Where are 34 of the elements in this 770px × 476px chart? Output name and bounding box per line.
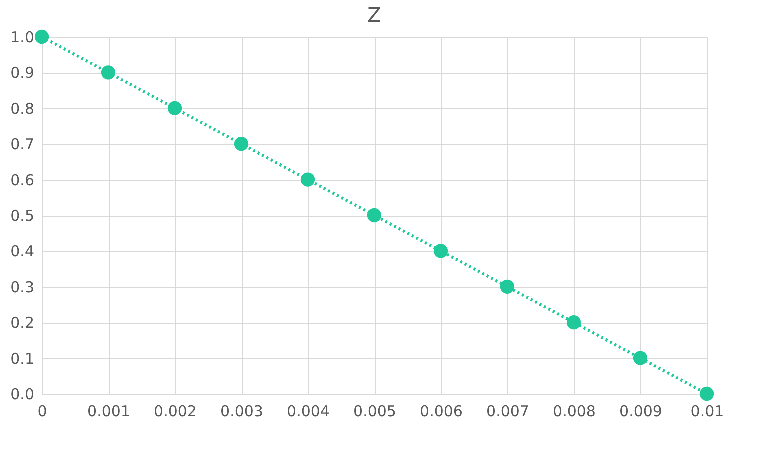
chart-title: Z (368, 2, 382, 27)
y-tick-label: 0.2 (10, 314, 34, 332)
y-tick-label: 0.6 (10, 171, 34, 190)
point (500, 280, 515, 294)
y-tick-label: 0.4 (10, 242, 34, 261)
y-tick-label: 1.0 (10, 28, 34, 46)
y-tick-label: 0.8 (10, 100, 34, 118)
point (101, 66, 116, 80)
point (168, 101, 182, 116)
x-tick-label: 0.01 (690, 402, 724, 420)
x-tick-label: 0.009 (620, 402, 662, 420)
y-tick-label: 0.5 (10, 207, 34, 225)
x-tick-label: 0.003 (220, 402, 264, 420)
x-tick-label: 0.008 (553, 402, 596, 420)
point (367, 208, 382, 223)
y-tick-label: 0.1 (10, 350, 34, 368)
x-tick-label: 0 (38, 402, 48, 420)
point (34, 30, 50, 44)
point (566, 316, 582, 330)
point (234, 137, 249, 152)
y-tick-label: 0.9 (10, 64, 34, 82)
point (633, 351, 648, 366)
point (300, 172, 316, 187)
x-tick-label: 0.007 (486, 402, 530, 420)
point (434, 244, 448, 258)
y-tick-label: 0.7 (10, 136, 34, 154)
y-tick-label: 0.3 (10, 278, 34, 296)
x-tick-label: 0.002 (154, 402, 197, 420)
y-tick-label: 0.0 (10, 386, 34, 404)
x-tick-label: 0.006 (420, 402, 463, 420)
point (700, 386, 714, 402)
x-tick-label: 0.005 (354, 402, 396, 420)
x-tick-label: 0.004 (287, 402, 330, 420)
x-tick-label: 0.001 (88, 402, 130, 420)
